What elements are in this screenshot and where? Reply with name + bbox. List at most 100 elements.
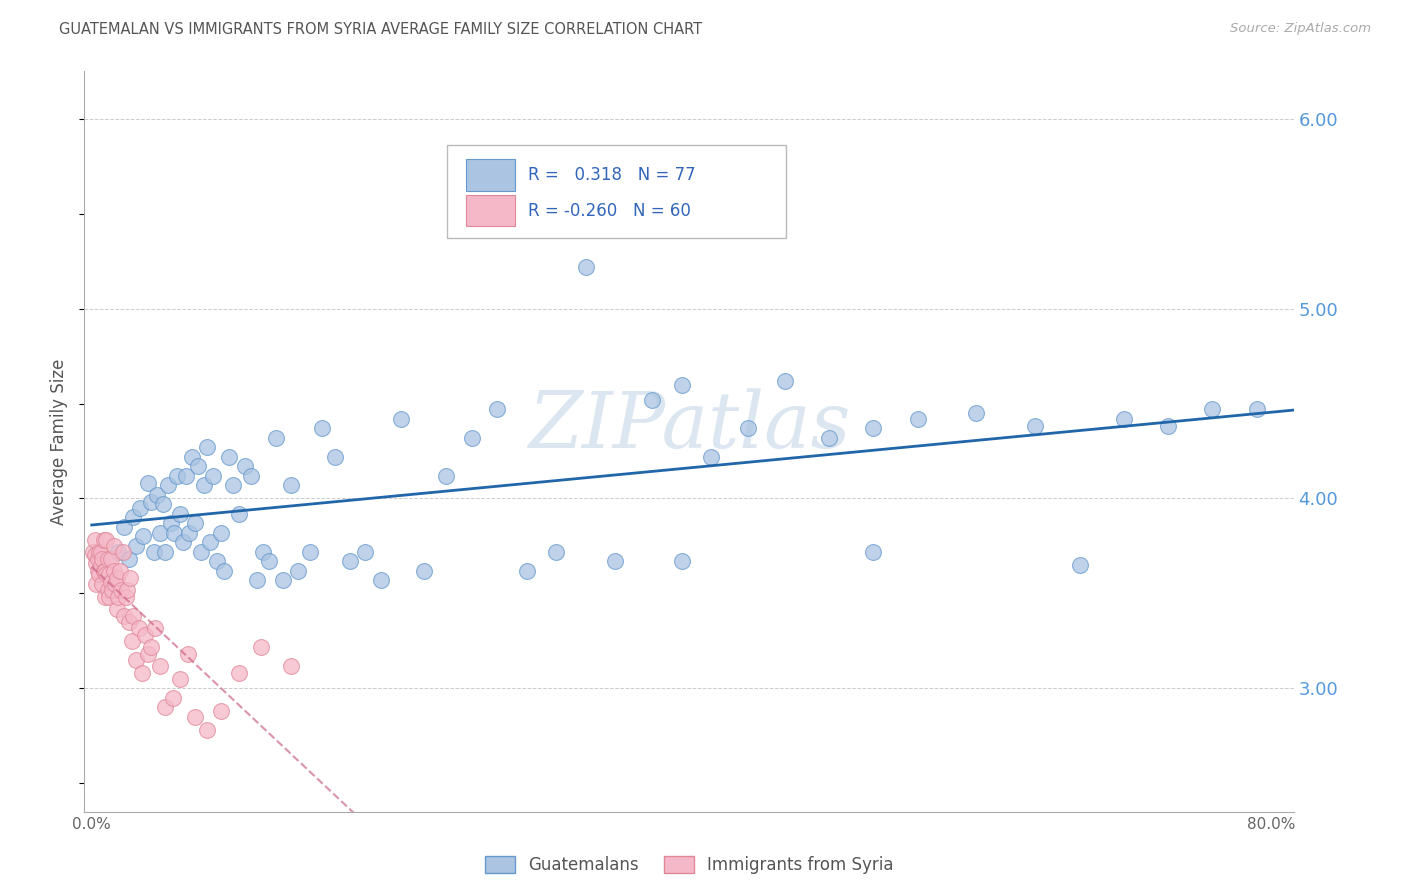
Point <box>641 392 664 407</box>
Point <box>82 544 104 558</box>
Point <box>96 567 118 582</box>
Point <box>1112 411 1135 425</box>
Point <box>862 421 884 435</box>
Point <box>252 544 274 558</box>
Point <box>107 544 129 558</box>
Point <box>86 564 108 578</box>
Point <box>172 535 194 549</box>
Point <box>575 260 598 274</box>
Point <box>195 723 218 737</box>
Point <box>131 666 153 681</box>
Point <box>671 554 693 568</box>
Point <box>160 516 183 531</box>
Point <box>169 507 191 521</box>
Point <box>128 621 150 635</box>
Point <box>134 628 156 642</box>
Point <box>181 450 204 464</box>
Point <box>214 564 236 578</box>
Point <box>1024 419 1046 434</box>
Point <box>177 525 200 540</box>
Point <box>103 539 125 553</box>
Point <box>152 497 174 511</box>
Point <box>83 533 105 548</box>
Point <box>353 544 375 558</box>
Point <box>966 406 988 420</box>
FancyBboxPatch shape <box>467 160 515 191</box>
Point <box>195 440 218 454</box>
Text: Source: ZipAtlas.com: Source: ZipAtlas.com <box>1230 22 1371 36</box>
Point <box>139 495 162 509</box>
Point <box>176 647 198 661</box>
FancyBboxPatch shape <box>467 195 515 226</box>
Point <box>125 539 148 553</box>
Point <box>83 549 105 563</box>
Point <box>101 582 124 597</box>
Point <box>671 377 693 392</box>
Point <box>155 544 177 558</box>
Point <box>246 573 269 587</box>
Point <box>240 468 263 483</box>
Point <box>121 633 143 648</box>
Point <box>105 571 128 585</box>
Point <box>818 431 841 445</box>
Point <box>201 468 224 483</box>
Point <box>1246 402 1268 417</box>
Point <box>120 571 142 585</box>
Point <box>162 690 184 705</box>
Point <box>211 704 233 718</box>
Point <box>311 421 333 435</box>
Point <box>166 468 188 483</box>
Point <box>155 700 177 714</box>
Point <box>228 507 250 521</box>
Point <box>157 478 180 492</box>
Point <box>103 564 125 578</box>
Point <box>412 564 434 578</box>
Point <box>87 544 110 558</box>
Point <box>211 525 233 540</box>
Point <box>111 544 134 558</box>
Point <box>117 615 139 629</box>
Point <box>218 450 240 464</box>
Point <box>87 567 110 582</box>
Point <box>139 640 162 654</box>
Text: GUATEMALAN VS IMMIGRANTS FROM SYRIA AVERAGE FAMILY SIZE CORRELATION CHART: GUATEMALAN VS IMMIGRANTS FROM SYRIA AVER… <box>59 22 702 37</box>
Point <box>370 573 392 587</box>
Point <box>193 478 215 492</box>
Point <box>125 653 148 667</box>
Point <box>114 591 136 605</box>
Point <box>190 544 212 558</box>
Point <box>273 573 295 587</box>
Point <box>107 591 129 605</box>
Point <box>605 554 627 568</box>
Point <box>1157 419 1180 434</box>
Point <box>280 658 302 673</box>
Point <box>1069 558 1091 572</box>
Point <box>93 564 115 578</box>
Point <box>94 564 117 578</box>
Point <box>461 431 484 445</box>
Point <box>486 402 509 417</box>
Point <box>98 591 121 605</box>
Point <box>94 591 117 605</box>
Point <box>90 544 112 558</box>
Point <box>174 468 197 483</box>
Point <box>737 421 759 435</box>
Point <box>108 564 131 578</box>
Point <box>516 564 538 578</box>
Point <box>136 476 159 491</box>
Point <box>86 552 108 566</box>
Point <box>163 525 186 540</box>
FancyBboxPatch shape <box>447 145 786 238</box>
Y-axis label: Average Family Size: Average Family Size <box>51 359 69 524</box>
Point <box>250 640 273 654</box>
Point <box>122 510 145 524</box>
Point <box>287 564 309 578</box>
Point <box>100 552 122 566</box>
Point <box>84 556 107 570</box>
Point <box>136 647 159 661</box>
Point <box>198 535 221 549</box>
Point <box>84 577 107 591</box>
Point <box>907 411 929 425</box>
Legend: Guatemalans, Immigrants from Syria: Guatemalans, Immigrants from Syria <box>478 849 900 881</box>
Point <box>773 374 796 388</box>
